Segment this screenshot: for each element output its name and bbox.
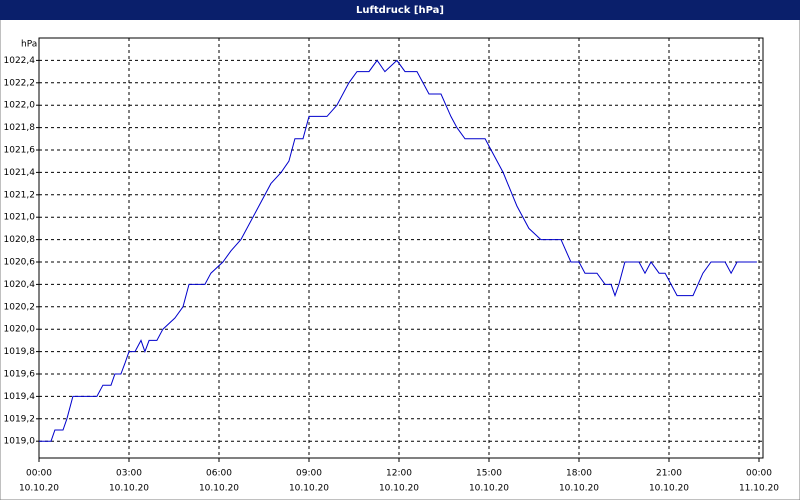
y-tick-label: 1020,8 [4, 235, 36, 245]
window-title: Luftdruck [hPa] [356, 5, 444, 16]
y-tick-label: 1021,4 [4, 168, 36, 178]
x-tick-date: 11.10.20 [739, 484, 779, 494]
x-tick-label: 09:00 [296, 469, 322, 479]
y-tick-label: 1021,6 [4, 146, 36, 156]
x-tick-label: 06:00 [206, 469, 232, 479]
x-tick-date: 10.10.20 [109, 484, 149, 494]
x-tick-date: 10.10.20 [469, 484, 509, 494]
y-tick-label: 1021,8 [4, 123, 36, 133]
y-tick-label: 1020,6 [4, 258, 36, 268]
x-tick-date: 10.10.20 [649, 484, 689, 494]
y-tick-label: 1020,4 [4, 280, 36, 290]
y-tick-label: 1019,6 [4, 370, 36, 380]
y-axis-label: hPa [21, 40, 37, 50]
title-bar [0, 0, 800, 20]
x-tick-label: 12:00 [386, 469, 412, 479]
x-tick-date: 10.10.20 [199, 484, 239, 494]
y-tick-label: 1022,4 [4, 56, 36, 66]
y-tick-label: 1022,0 [4, 101, 36, 111]
x-tick-label: 21:00 [656, 469, 682, 479]
y-tick-label: 1021,0 [4, 213, 36, 223]
x-tick-date: 10.10.20 [289, 484, 329, 494]
x-tick-label: 00:00 [26, 469, 52, 479]
y-tick-label: 1022,2 [4, 78, 36, 88]
y-tick-label: 1019,2 [4, 414, 36, 424]
data-line [39, 59, 757, 442]
x-tick-date: 10.10.20 [19, 484, 59, 494]
plot-frame [38, 37, 764, 459]
y-tick-label: 1021,2 [4, 190, 36, 200]
y-tick-label: 1020,0 [4, 325, 36, 335]
y-tick-label: 1019,0 [4, 437, 36, 447]
x-tick-label: 18:00 [566, 469, 592, 479]
x-tick-label: 00:00 [746, 469, 772, 479]
x-tick-date: 10.10.20 [559, 484, 599, 494]
y-tick-label: 1019,8 [4, 347, 36, 357]
y-tick-label: 1020,2 [4, 302, 36, 312]
x-tick-date: 10.10.20 [379, 484, 419, 494]
y-tick-label: 1019,4 [4, 392, 36, 402]
x-tick-label: 03:00 [116, 469, 142, 479]
x-tick-label: 15:00 [476, 469, 502, 479]
